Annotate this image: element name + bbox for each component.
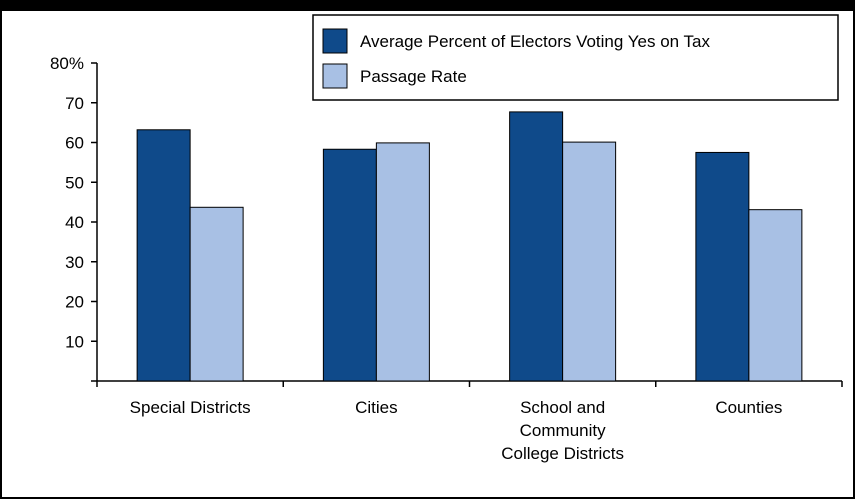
x-category-label: School and Community College Districts (501, 398, 624, 463)
y-tick-label: 50 (65, 173, 84, 192)
x-category-label: Cities (355, 398, 398, 417)
bar-passage-rate (562, 141, 617, 382)
y-tick-label: 70 (65, 94, 84, 113)
legend-swatch (322, 63, 348, 89)
y-tick-label: 20 (65, 293, 84, 312)
bar-avg-percent-yes (509, 111, 564, 382)
legend-entry: Average Percent of Electors Voting Yes o… (360, 32, 710, 51)
legend-swatch (322, 28, 348, 54)
x-category-label: Counties (715, 398, 782, 417)
y-tick-label: 60 (65, 134, 84, 153)
y-tick-label: 10 (65, 332, 84, 351)
legend: Average Percent of Electors Voting Yes o… (312, 14, 839, 101)
bar-avg-percent-yes (322, 148, 377, 382)
legend-entry: Passage Rate (360, 67, 467, 86)
y-tick-label: 80% (50, 54, 84, 73)
bars (136, 111, 803, 382)
y-tick-label: 30 (65, 253, 84, 272)
bar-avg-percent-yes (136, 129, 191, 382)
bar-avg-percent-yes (695, 151, 750, 382)
x-category-label: Special Districts (130, 398, 251, 417)
legend-box (312, 14, 839, 101)
category-labels: Special Districts Cities School and Communi… (130, 398, 783, 463)
y-tick-label: 40 (65, 213, 84, 232)
bar-passage-rate (375, 142, 430, 382)
bar-passage-rate (748, 209, 803, 382)
bar-passage-rate (189, 206, 244, 382)
